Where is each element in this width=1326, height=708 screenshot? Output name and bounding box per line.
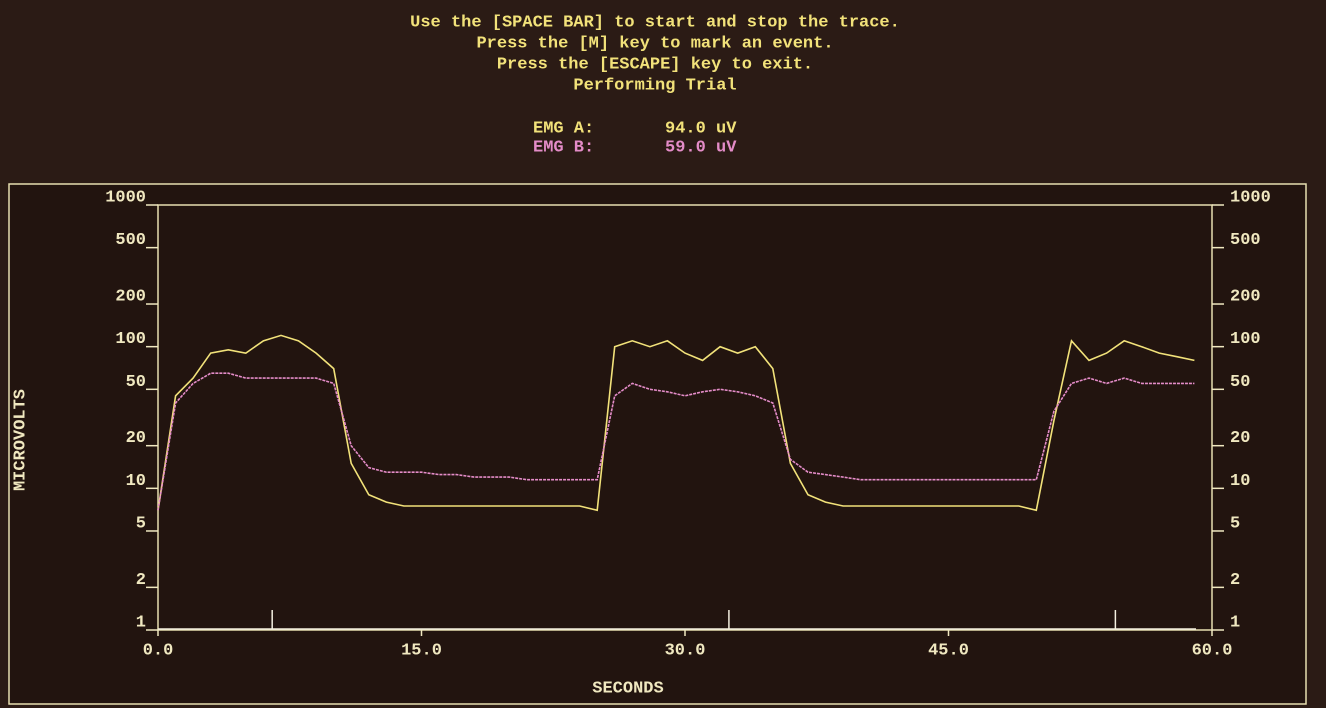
instruction: Press the [ESCAPE] key to exit. bbox=[497, 55, 813, 74]
readout-value: 94.0 uV bbox=[665, 119, 737, 138]
readout-label: EMG A: bbox=[533, 119, 594, 138]
y-tick-label: 10 bbox=[126, 472, 146, 491]
y-tick-label: 20 bbox=[126, 429, 146, 448]
trace bbox=[157, 372, 1195, 511]
y2-tick-label: 1 bbox=[1230, 613, 1240, 632]
y-tick-label: 1 bbox=[136, 613, 146, 632]
y-tick-label: 500 bbox=[115, 231, 146, 250]
readout-label: EMG B: bbox=[533, 138, 594, 157]
x-tick-label: 30.0 bbox=[665, 641, 706, 660]
y2-tick-label: 10 bbox=[1230, 472, 1250, 491]
chart-frame bbox=[8, 183, 1307, 705]
status: Performing Trial bbox=[573, 76, 736, 95]
y2-tick-label: 1000 bbox=[1230, 188, 1271, 207]
x-tick-label: 60.0 bbox=[1192, 641, 1233, 660]
y-tick-label: 1000 bbox=[105, 188, 146, 207]
y-tick-label: 100 bbox=[115, 330, 146, 349]
readout-value: 59.0 uV bbox=[665, 138, 737, 157]
trace bbox=[157, 334, 1195, 512]
y-tick-label: 5 bbox=[136, 514, 146, 533]
instruction: Press the [M] key to mark an event. bbox=[476, 34, 833, 53]
y2-tick-label: 100 bbox=[1230, 330, 1261, 349]
y-tick-label: 50 bbox=[126, 373, 146, 392]
y2-tick-label: 500 bbox=[1230, 231, 1261, 250]
y-tick-label: 2 bbox=[136, 571, 146, 590]
y2-tick-label: 2 bbox=[1230, 571, 1240, 590]
y2-tick-label: 200 bbox=[1230, 288, 1261, 307]
y-tick-label: 200 bbox=[115, 288, 146, 307]
y-axis-label: MICROVOLTS bbox=[11, 389, 30, 491]
y2-tick-label: 20 bbox=[1230, 429, 1250, 448]
y2-tick-label: 50 bbox=[1230, 373, 1250, 392]
y2-tick-label: 5 bbox=[1230, 514, 1240, 533]
instruction: Use the [SPACE BAR] to start and stop th… bbox=[410, 13, 900, 32]
x-tick-label: 15.0 bbox=[401, 641, 442, 660]
header: Use the [SPACE BAR] to start and stop th… bbox=[410, 13, 900, 157]
x-axis-label: SECONDS bbox=[592, 679, 663, 698]
x-tick-label: 45.0 bbox=[928, 641, 969, 660]
x-tick-label: 0.0 bbox=[143, 641, 174, 660]
